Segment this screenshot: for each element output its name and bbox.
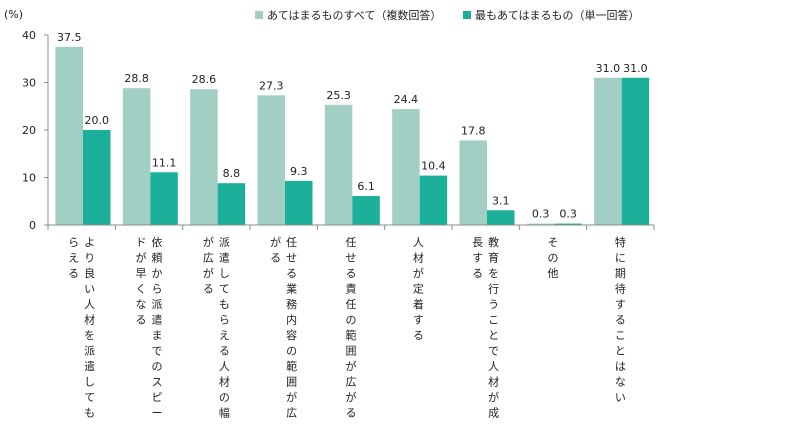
y-tick-label: 40 xyxy=(22,29,36,42)
legend: あてはまるものすべて（複数回答） 最もあてはまるもの（単一回答） xyxy=(255,8,640,22)
category-label: より良い人材を派遣しても xyxy=(84,236,95,420)
bar-single-answer xyxy=(352,196,380,225)
bar-single-answer xyxy=(150,172,178,225)
value-labels: 37.5 28.8 28.6 27.3 25.3 24.4 17.8 0.3 31.0 20.0 1… xyxy=(57,31,648,221)
category-label: 教育を行うことで人材が成 xyxy=(488,236,499,420)
legend-label: 最もあてはまるもの（単一回答） xyxy=(475,8,640,22)
data-label: 20.0 xyxy=(85,114,110,127)
data-label: 37.5 xyxy=(57,31,82,44)
bar-multiple-answer xyxy=(392,109,420,225)
y-axis: 0 10 20 30 40 xyxy=(22,29,49,232)
y-tick-label: 10 xyxy=(22,172,36,185)
y-axis-unit-label: (%) xyxy=(4,8,23,21)
data-label: 6.1 xyxy=(357,180,375,193)
y-tick-label: 0 xyxy=(29,219,36,232)
category-label: がる xyxy=(270,235,281,265)
data-label: 28.8 xyxy=(124,72,149,85)
data-label: 8.8 xyxy=(223,167,241,180)
bar-multiple-answer xyxy=(55,46,83,225)
data-label: 31.0 xyxy=(596,62,621,75)
data-label: 31.0 xyxy=(623,62,648,75)
category-label: らえる xyxy=(68,236,79,280)
data-label: 24.4 xyxy=(394,93,419,106)
data-label: 10.4 xyxy=(421,160,446,173)
category-label: 任せる業務内容の範囲が広 xyxy=(286,236,297,420)
category-label: 特に期待することはない xyxy=(615,235,626,404)
legend-swatch xyxy=(463,11,471,19)
y-tick-label: 20 xyxy=(22,124,36,137)
category-label: 人材が定着する xyxy=(413,236,424,342)
bar-multiple-answer xyxy=(257,95,285,225)
data-label: 28.6 xyxy=(192,73,217,86)
bar-single-answer xyxy=(285,180,313,225)
bar-multiple-answer xyxy=(594,77,622,225)
legend-label: あてはまるものすべて（複数回答） xyxy=(267,8,441,22)
category-label: 派遣してもらえる人材の幅 xyxy=(219,236,230,420)
bar-multiple-answer xyxy=(122,88,151,225)
category-label: 依頼から派遣までのスピー xyxy=(152,236,163,420)
data-label: 3.1 xyxy=(492,194,510,207)
bar-single-answer xyxy=(217,183,246,225)
y-tick-label: 30 xyxy=(22,77,36,90)
bar-multiple-answer xyxy=(526,223,555,225)
category-label: が広がる xyxy=(203,235,214,296)
bar-multiple-answer xyxy=(459,140,487,225)
data-label: 11.1 xyxy=(152,156,177,169)
bars xyxy=(55,46,650,226)
bar-multiple-answer xyxy=(190,89,218,226)
data-label: 0.3 xyxy=(559,208,577,221)
data-label: 0.3 xyxy=(532,208,550,221)
x-axis xyxy=(47,224,655,230)
bar-multiple-answer xyxy=(324,104,353,225)
bar-single-answer xyxy=(419,175,448,225)
bar-single-answer xyxy=(83,130,111,225)
data-label: 25.3 xyxy=(326,89,351,102)
bar-single-answer xyxy=(487,210,515,225)
bar-single-answer xyxy=(554,223,582,225)
data-label: 17.8 xyxy=(461,124,486,137)
data-label: 27.3 xyxy=(259,79,284,92)
bar-single-answer xyxy=(621,77,650,225)
category-label: 任せる責任の範囲が広がる xyxy=(346,236,357,420)
category-label: ドが早くなる xyxy=(136,236,147,327)
data-label: 9.3 xyxy=(290,165,308,178)
category-label: その他 xyxy=(548,236,559,280)
category-label: 長する xyxy=(472,236,483,280)
legend-swatch xyxy=(255,11,263,19)
